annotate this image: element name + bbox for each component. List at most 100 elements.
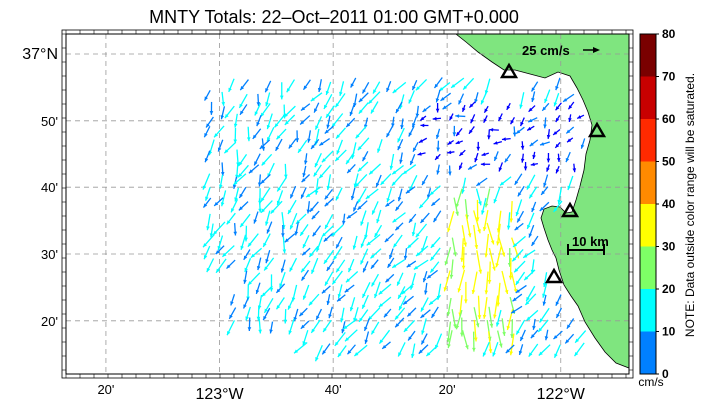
current-vector: [321, 225, 334, 238]
current-vector: [226, 212, 236, 225]
current-vector: [253, 211, 259, 224]
current-vector: [555, 307, 563, 319]
current-vector: [568, 114, 572, 123]
current-vector: [522, 249, 536, 259]
current-vector: [386, 80, 392, 93]
current-vector: [473, 210, 481, 234]
current-vector: [426, 269, 438, 279]
current-vector: [238, 154, 248, 167]
current-vector: [362, 261, 369, 273]
current-vector: [262, 233, 271, 248]
current-vector: [237, 164, 249, 178]
current-vector: [435, 89, 441, 103]
colorbar-tick-label: 60: [662, 112, 676, 126]
current-vector: [512, 293, 523, 302]
current-vector: [387, 257, 395, 269]
current-vector: [543, 117, 547, 129]
current-vector: [552, 128, 561, 136]
current-vector: [499, 176, 512, 186]
current-vector: [460, 238, 464, 262]
current-vector: [316, 236, 323, 252]
current-vector: [488, 247, 496, 271]
current-vector: [221, 245, 235, 258]
current-vector: [492, 341, 499, 357]
scale-arrow-label: 25 cm/s: [522, 43, 570, 58]
current-vector: [248, 164, 260, 174]
current-vector: [514, 222, 524, 231]
current-vector: [400, 118, 404, 130]
current-vector: [323, 249, 335, 265]
current-vector: [269, 321, 274, 334]
current-vector: [346, 210, 358, 219]
current-vector: [528, 186, 538, 199]
current-vector: [391, 173, 404, 187]
current-vector: [409, 153, 416, 166]
current-vector: [358, 102, 369, 115]
current-vector: [331, 270, 343, 285]
current-vector: [246, 126, 251, 142]
current-vector: [455, 140, 464, 145]
current-vector: [453, 197, 459, 216]
current-vector: [394, 222, 404, 231]
current-vector: [282, 236, 287, 254]
colorbar-tick-label: 0: [662, 367, 669, 381]
lon-label: 123°W: [195, 386, 244, 403]
current-vector: [215, 258, 227, 274]
current-vector: [313, 164, 322, 177]
current-vector: [370, 273, 379, 287]
current-vector: [412, 142, 419, 152]
current-vector: [283, 105, 296, 118]
current-vector: [309, 201, 319, 213]
current-vector: [532, 151, 536, 160]
current-vector: [467, 164, 478, 171]
current-vector: [553, 344, 561, 359]
current-vector: [542, 272, 548, 288]
current-vector: [515, 126, 525, 135]
current-vector: [260, 173, 271, 185]
current-vector: [418, 137, 428, 144]
current-vector: [446, 321, 452, 343]
current-vector: [256, 305, 261, 321]
current-vector: [555, 294, 562, 307]
current-vector: [337, 284, 343, 299]
current-vector: [288, 138, 297, 149]
lon-label: 20': [439, 382, 456, 397]
current-vector: [392, 212, 406, 223]
current-vector: [415, 105, 420, 118]
current-vector: [473, 307, 480, 328]
current-vector: [537, 319, 549, 333]
current-vector: [394, 317, 405, 328]
current-vector: [224, 105, 235, 119]
current-vector: [385, 199, 395, 208]
current-vector: [436, 164, 440, 175]
current-vector: [406, 307, 417, 317]
current-vector: [428, 294, 441, 306]
current-vector: [308, 293, 320, 306]
map-title: MNTY Totals: 22–Oct–2011 01:00 GMT+0.000: [149, 7, 519, 27]
current-vector: [461, 246, 466, 270]
current-vector: [243, 270, 248, 284]
current-vector: [508, 258, 513, 280]
current-vector: [323, 94, 333, 110]
lon-label: 40': [325, 382, 342, 397]
current-vector: [397, 127, 405, 143]
current-vector: [432, 116, 442, 121]
current-vector: [202, 197, 212, 208]
current-vector: [335, 127, 346, 139]
current-vector: [429, 247, 441, 262]
current-vector: [334, 331, 346, 347]
current-vector: [406, 260, 417, 268]
current-vector: [341, 321, 346, 334]
current-vector: [519, 117, 525, 127]
lon-label: 20': [97, 382, 114, 397]
current-vector: [425, 345, 439, 357]
current-vector: [426, 188, 432, 199]
colorbar-band: [640, 289, 656, 332]
current-vector: [473, 319, 478, 342]
current-vector: [538, 344, 551, 356]
current-vector: [398, 295, 407, 311]
current-vector: [275, 297, 285, 310]
current-vector: [496, 330, 503, 348]
current-vector: [364, 331, 370, 344]
current-vector: [555, 165, 560, 174]
